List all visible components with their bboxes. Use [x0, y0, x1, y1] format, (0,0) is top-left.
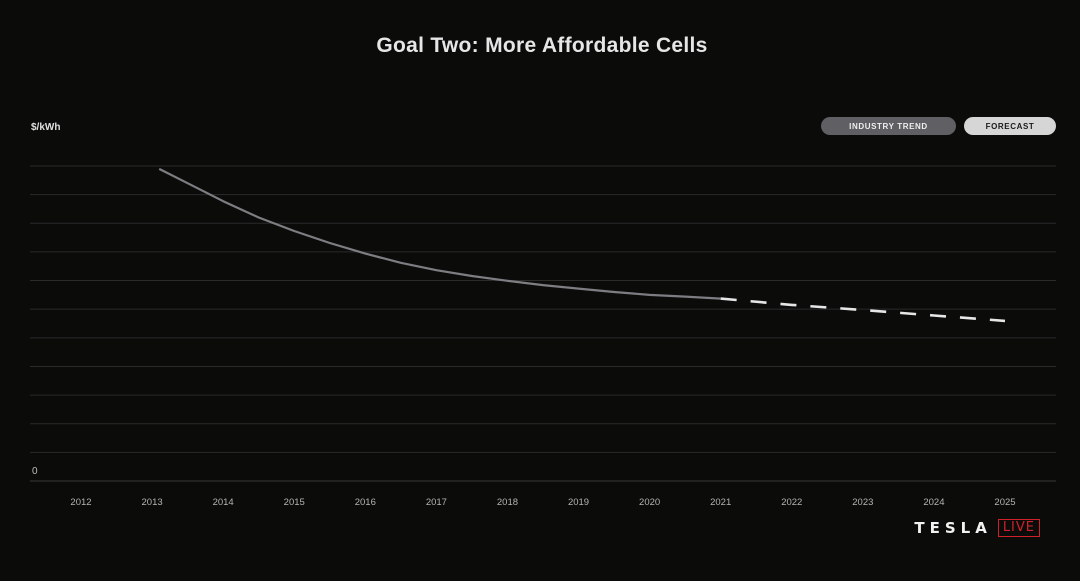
legend-item-forecast[interactable]: FORECAST: [964, 117, 1056, 135]
legend-label-forecast: FORECAST: [986, 122, 1035, 131]
x-tick-label: 2014: [213, 497, 234, 508]
legend-pill-industry-trend: [821, 117, 956, 135]
x-tick-label: 2018: [497, 497, 518, 508]
live-badge: LIVE: [997, 519, 1040, 537]
x-tick-label: 2019: [568, 497, 589, 508]
x-axis-ticks: 2012 2013 2014 2015 2016 2017 2018 2019 2020 2021…: [70, 497, 1015, 508]
legend: INDUSTRY TREND FORECAST: [821, 117, 1056, 135]
x-tick-label: 2013: [142, 497, 163, 508]
x-tick-label: 2021: [710, 497, 731, 508]
brand-name: TESLA: [914, 519, 992, 537]
legend-label-industry-trend: INDUSTRY TREND: [849, 122, 928, 131]
x-tick-label: 2017: [426, 497, 447, 508]
y-tick-label-zero: 0: [32, 466, 38, 477]
x-tick-label: 2015: [284, 497, 305, 508]
grid-lines: [30, 165, 1056, 482]
series-line-forecast: [720, 297, 1006, 323]
x-tick-label: 2024: [923, 497, 944, 508]
x-tick-label: 2020: [639, 497, 660, 508]
y-axis-label: $/kWh: [31, 122, 60, 133]
x-tick-label: 2012: [70, 497, 91, 508]
series-layer: [158, 167, 1006, 323]
chart-title: Goal Two: More Affordable Cells: [376, 34, 707, 57]
x-tick-label: 2022: [781, 497, 802, 508]
legend-item-industry-trend[interactable]: INDUSTRY TREND: [821, 117, 956, 135]
tesla-live-logo: TESLA LIVE: [914, 519, 1040, 537]
x-tick-label: 2016: [355, 497, 376, 508]
x-tick-label: 2023: [852, 497, 873, 508]
x-tick-label: 2025: [994, 497, 1015, 508]
legend-pill-forecast: [964, 117, 1056, 135]
series-line-industry-trend: [158, 167, 721, 300]
